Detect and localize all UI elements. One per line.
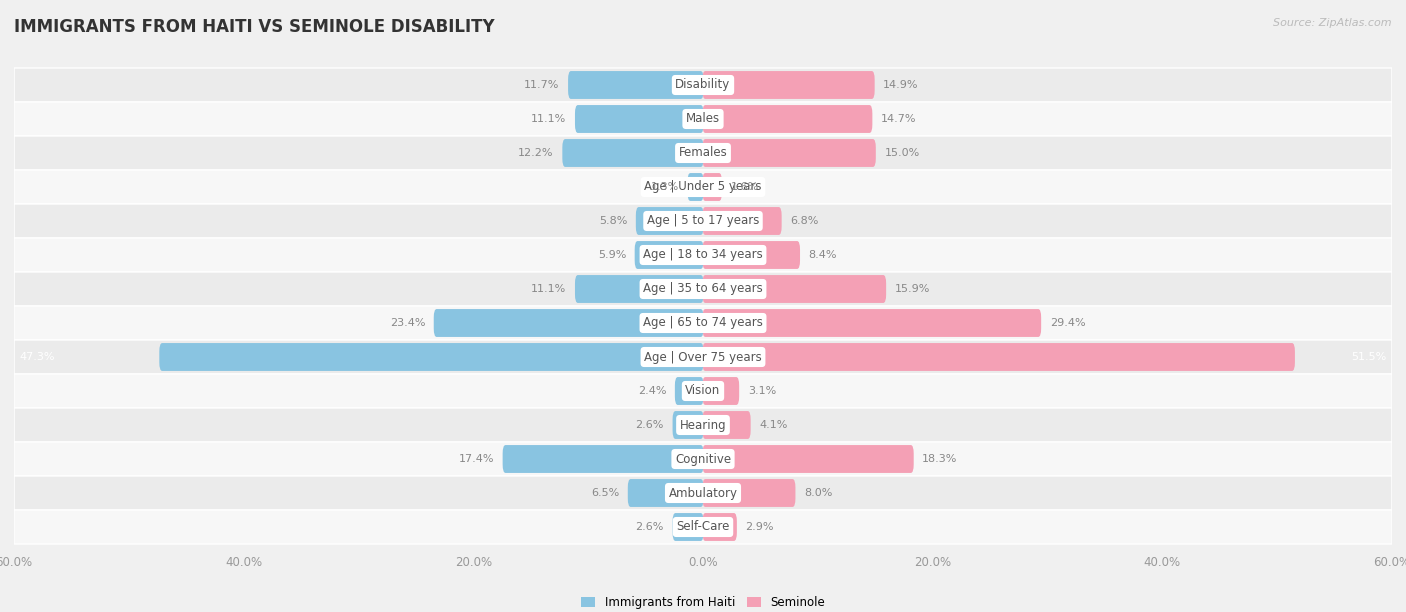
FancyBboxPatch shape — [575, 275, 703, 303]
FancyBboxPatch shape — [14, 306, 1392, 340]
Text: Disability: Disability — [675, 78, 731, 92]
Text: 11.7%: 11.7% — [524, 80, 560, 90]
FancyBboxPatch shape — [14, 238, 1392, 272]
FancyBboxPatch shape — [14, 272, 1392, 306]
FancyBboxPatch shape — [672, 411, 703, 439]
Text: 47.3%: 47.3% — [20, 352, 55, 362]
Text: 14.7%: 14.7% — [882, 114, 917, 124]
Text: Age | 65 to 74 years: Age | 65 to 74 years — [643, 316, 763, 329]
FancyBboxPatch shape — [636, 207, 703, 235]
FancyBboxPatch shape — [703, 173, 721, 201]
Text: Age | Over 75 years: Age | Over 75 years — [644, 351, 762, 364]
FancyBboxPatch shape — [14, 102, 1392, 136]
Text: IMMIGRANTS FROM HAITI VS SEMINOLE DISABILITY: IMMIGRANTS FROM HAITI VS SEMINOLE DISABI… — [14, 18, 495, 36]
Text: 4.1%: 4.1% — [759, 420, 787, 430]
FancyBboxPatch shape — [159, 343, 703, 371]
Text: Age | 5 to 17 years: Age | 5 to 17 years — [647, 214, 759, 228]
Text: 15.9%: 15.9% — [894, 284, 931, 294]
FancyBboxPatch shape — [628, 479, 703, 507]
Text: 11.1%: 11.1% — [531, 114, 567, 124]
FancyBboxPatch shape — [14, 442, 1392, 476]
Text: Ambulatory: Ambulatory — [668, 487, 738, 499]
FancyBboxPatch shape — [634, 241, 703, 269]
FancyBboxPatch shape — [433, 309, 703, 337]
FancyBboxPatch shape — [502, 445, 703, 473]
FancyBboxPatch shape — [703, 241, 800, 269]
Text: Hearing: Hearing — [679, 419, 727, 431]
FancyBboxPatch shape — [703, 207, 782, 235]
FancyBboxPatch shape — [568, 71, 703, 99]
Text: 8.0%: 8.0% — [804, 488, 832, 498]
FancyBboxPatch shape — [14, 204, 1392, 238]
FancyBboxPatch shape — [703, 513, 737, 541]
FancyBboxPatch shape — [703, 71, 875, 99]
Text: 15.0%: 15.0% — [884, 148, 920, 158]
FancyBboxPatch shape — [14, 340, 1392, 374]
Text: 12.2%: 12.2% — [519, 148, 554, 158]
Legend: Immigrants from Haiti, Seminole: Immigrants from Haiti, Seminole — [576, 591, 830, 612]
FancyBboxPatch shape — [703, 411, 751, 439]
FancyBboxPatch shape — [688, 173, 703, 201]
Text: Cognitive: Cognitive — [675, 452, 731, 466]
Text: Age | 35 to 64 years: Age | 35 to 64 years — [643, 283, 763, 296]
Text: 2.6%: 2.6% — [636, 420, 664, 430]
Text: 29.4%: 29.4% — [1050, 318, 1085, 328]
FancyBboxPatch shape — [703, 139, 876, 167]
Text: Self-Care: Self-Care — [676, 520, 730, 534]
Text: 3.1%: 3.1% — [748, 386, 776, 396]
Text: Age | Under 5 years: Age | Under 5 years — [644, 181, 762, 193]
Text: Source: ZipAtlas.com: Source: ZipAtlas.com — [1274, 18, 1392, 28]
FancyBboxPatch shape — [703, 105, 872, 133]
FancyBboxPatch shape — [703, 309, 1042, 337]
Text: Females: Females — [679, 146, 727, 160]
FancyBboxPatch shape — [703, 479, 796, 507]
FancyBboxPatch shape — [14, 374, 1392, 408]
FancyBboxPatch shape — [672, 513, 703, 541]
Text: 23.4%: 23.4% — [389, 318, 425, 328]
FancyBboxPatch shape — [14, 476, 1392, 510]
FancyBboxPatch shape — [14, 136, 1392, 170]
Text: 5.8%: 5.8% — [599, 216, 627, 226]
FancyBboxPatch shape — [14, 510, 1392, 544]
Text: 6.8%: 6.8% — [790, 216, 818, 226]
Text: 2.9%: 2.9% — [745, 522, 773, 532]
Text: Males: Males — [686, 113, 720, 125]
FancyBboxPatch shape — [703, 275, 886, 303]
Text: 6.5%: 6.5% — [591, 488, 619, 498]
Text: 5.9%: 5.9% — [598, 250, 626, 260]
Text: 14.9%: 14.9% — [883, 80, 918, 90]
Text: 2.6%: 2.6% — [636, 522, 664, 532]
Text: Age | 18 to 34 years: Age | 18 to 34 years — [643, 248, 763, 261]
Text: Vision: Vision — [685, 384, 721, 398]
FancyBboxPatch shape — [703, 343, 1295, 371]
FancyBboxPatch shape — [14, 408, 1392, 442]
Text: 2.4%: 2.4% — [638, 386, 666, 396]
FancyBboxPatch shape — [562, 139, 703, 167]
Text: 18.3%: 18.3% — [922, 454, 957, 464]
FancyBboxPatch shape — [703, 445, 914, 473]
FancyBboxPatch shape — [575, 105, 703, 133]
FancyBboxPatch shape — [14, 170, 1392, 204]
Text: 8.4%: 8.4% — [808, 250, 837, 260]
FancyBboxPatch shape — [703, 377, 740, 405]
FancyBboxPatch shape — [14, 68, 1392, 102]
Text: 17.4%: 17.4% — [458, 454, 494, 464]
Text: 51.5%: 51.5% — [1351, 352, 1386, 362]
Text: 1.3%: 1.3% — [651, 182, 679, 192]
Text: 1.6%: 1.6% — [731, 182, 759, 192]
Text: 11.1%: 11.1% — [531, 284, 567, 294]
FancyBboxPatch shape — [675, 377, 703, 405]
